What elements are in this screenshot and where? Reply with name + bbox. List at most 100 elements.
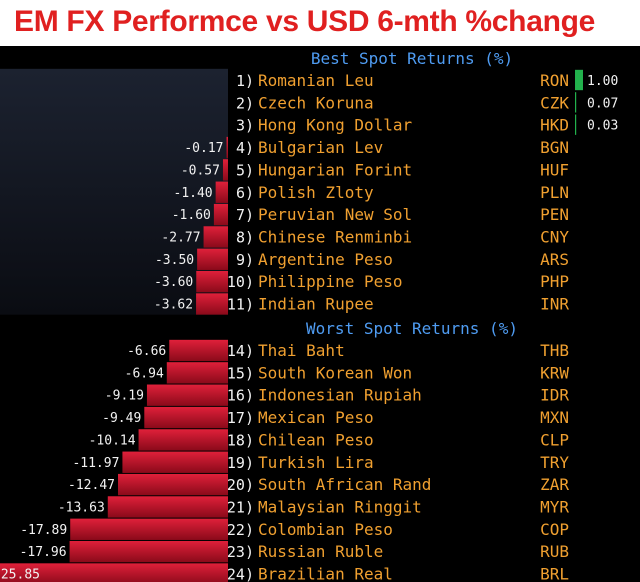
value-label-idr: -9.19 [105, 389, 144, 404]
value-label-cny: -2.77 [161, 230, 200, 245]
currency-name-idr: Indonesian Rupiah [258, 386, 422, 405]
rank-label: 2) [236, 94, 254, 112]
currency-code-try: TRY [540, 453, 569, 472]
bar-chart: Best Spot Returns (%) 1.00 1) Romanian Leu R… [0, 49, 618, 582]
value-label-ron: 1.00 [587, 74, 618, 89]
rank-label: 11) [227, 296, 254, 314]
bar-inr [196, 293, 228, 315]
bar-myr [107, 496, 228, 518]
currency-code-mxn: MXN [540, 408, 569, 427]
currency-code-ars: ARS [540, 250, 569, 269]
value-label-inr: -3.62 [154, 298, 193, 313]
currency-name-pln: Polish Zloty [258, 183, 374, 202]
value-label-zar: -12.47 [68, 478, 115, 493]
currency-code-huf: HUF [540, 160, 569, 179]
bar-huf [222, 159, 228, 181]
rank-label: 3) [236, 117, 254, 135]
value-label-cop: -17.89 [20, 523, 67, 538]
rank-label: 14) [227, 342, 254, 360]
currency-code-hkd: HKD [540, 116, 569, 135]
value-label-huf: -0.57 [181, 163, 220, 178]
currency-name-brl: Brazilian Real [258, 565, 393, 582]
section-header: Worst Spot Returns (%) [306, 319, 518, 338]
currency-name-cny: Chinese Renminbi [258, 227, 412, 246]
value-label-mxn: -9.49 [102, 411, 141, 426]
rank-label: 6) [236, 184, 254, 202]
currency-code-bgn: BGN [540, 138, 569, 157]
currency-code-php: PHP [540, 272, 569, 291]
bar-czk [575, 92, 577, 113]
currency-code-cny: CNY [540, 227, 569, 246]
rank-label: 15) [227, 364, 254, 382]
bar-krw [166, 362, 228, 384]
value-label-myr: -13.63 [58, 500, 105, 515]
currency-name-cop: Colombian Peso [258, 520, 393, 539]
value-label-clp: -10.14 [89, 433, 136, 448]
currency-name-krw: South Korean Won [258, 363, 412, 382]
rank-label: 9) [236, 251, 254, 269]
currency-code-rub: RUB [540, 542, 569, 561]
value-label-thb: -6.66 [127, 344, 166, 359]
bar-bgn [226, 136, 228, 159]
bar-rub [69, 540, 228, 563]
currency-code-ron: RON [540, 71, 569, 90]
value-label-czk: 0.07 [587, 96, 618, 111]
currency-code-brl: BRL [540, 565, 569, 582]
currency-name-rub: Russian Ruble [258, 542, 383, 561]
bar-try [122, 451, 228, 473]
value-label-bgn: -0.17 [184, 141, 223, 156]
value-label-try: -11.97 [72, 456, 119, 471]
value-label-hkd: 0.03 [587, 119, 618, 134]
bar-php [196, 270, 228, 293]
rank-label: 16) [227, 387, 254, 405]
bar-idr [146, 384, 228, 406]
bar-ars [197, 248, 228, 270]
rank-label: 5) [236, 161, 254, 179]
currency-code-zar: ZAR [540, 475, 569, 494]
currency-code-idr: IDR [540, 386, 569, 405]
rank-label: 18) [227, 431, 254, 449]
currency-code-pln: PLN [540, 183, 569, 202]
currency-name-inr: Indian Rupee [258, 295, 374, 314]
value-label-pen: -1.60 [172, 208, 211, 223]
currency-name-pen: Peruvian New Sol [258, 205, 412, 224]
currency-code-thb: THB [540, 341, 569, 360]
bar-cop [70, 518, 228, 540]
bar-ron [575, 69, 583, 91]
value-label-php: -3.60 [154, 275, 193, 290]
currency-code-pen: PEN [540, 205, 569, 224]
currency-code-myr: MYR [540, 497, 569, 516]
bar-pln [215, 181, 228, 203]
currency-name-try: Turkish Lira [258, 453, 374, 472]
currency-name-ron: Romanian Leu [258, 71, 374, 90]
section-header: Best Spot Returns (%) [311, 49, 513, 68]
bar-zar [118, 473, 228, 496]
rank-label: 21) [227, 498, 254, 516]
currency-name-thb: Thai Baht [258, 341, 345, 360]
bar-thb [169, 339, 228, 362]
currency-name-huf: Hungarian Forint [258, 160, 412, 179]
currency-code-cop: COP [540, 520, 569, 539]
currency-name-myr: Malaysian Ringgit [258, 497, 422, 516]
currency-name-ars: Argentine Peso [258, 250, 393, 269]
best-panel-backdrop [0, 68, 228, 315]
rank-label: 23) [227, 543, 254, 561]
bar-mxn [144, 406, 228, 429]
rank-label: 8) [236, 228, 254, 246]
value-label-ars: -3.50 [155, 253, 194, 268]
rank-label: 7) [236, 206, 254, 224]
currency-name-php: Philippine Peso [258, 272, 403, 291]
rank-label: 19) [227, 454, 254, 472]
chart-title: EM FX Performce vs USD 6-mth %change [14, 5, 596, 38]
value-label-brl: -25.85 [0, 568, 40, 582]
bar-cny [203, 226, 228, 248]
bar-clp [138, 429, 228, 451]
rank-label: 10) [227, 273, 254, 291]
currency-name-hkd: Hong Kong Dollar [258, 116, 412, 135]
rank-label: 17) [227, 409, 254, 427]
currency-code-inr: INR [540, 295, 569, 314]
currency-code-krw: KRW [540, 363, 569, 382]
rank-label: 20) [227, 476, 254, 494]
bar-pen [213, 203, 228, 226]
rank-label: 24) [227, 566, 254, 582]
